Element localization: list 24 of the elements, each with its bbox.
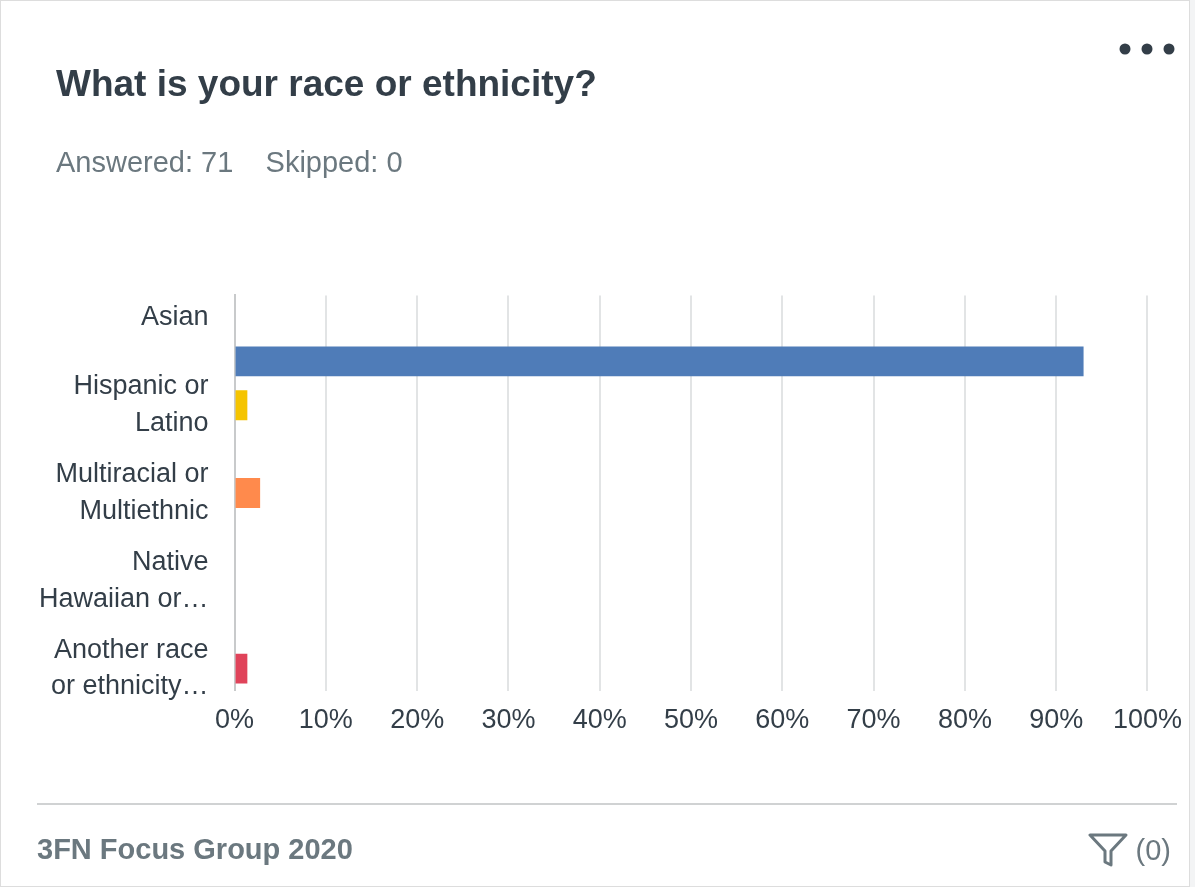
x-tick-label: 60% <box>755 704 810 735</box>
x-tick-label: 90% <box>1029 704 1084 735</box>
x-tick-label: 30% <box>481 704 536 735</box>
y-tick-label: Native Hawaiian or… <box>38 546 209 613</box>
bar <box>235 478 261 508</box>
chart-subtitle: Answered: 71 Skipped: 0 <box>56 146 403 179</box>
x-tick-label: 0% <box>215 704 255 735</box>
x-tick-label: 100% <box>1112 704 1182 735</box>
x-tick-label: 40% <box>572 704 627 735</box>
x-tick-label: 10% <box>298 704 353 735</box>
bar <box>235 653 248 684</box>
y-tick-label: Multiracial or Multiethnic <box>55 458 209 525</box>
bar <box>235 346 1084 377</box>
y-tick-label: Hispanic or Latino <box>73 370 209 437</box>
x-tick-label: 20% <box>390 704 445 735</box>
x-tick-label: 80% <box>937 704 992 735</box>
x-tick-label: 50% <box>664 704 719 735</box>
x-tick-label: 70% <box>846 704 901 735</box>
text: 3FN Focus Group 2020 <box>37 833 353 866</box>
text: (0) <box>1135 833 1171 867</box>
y-tick-label: Asian <box>141 300 209 331</box>
bar <box>235 390 248 421</box>
chart-title: What is your race or ethnicity? <box>56 63 597 105</box>
y-tick-label: Another race or ethnicity… <box>51 633 209 701</box>
